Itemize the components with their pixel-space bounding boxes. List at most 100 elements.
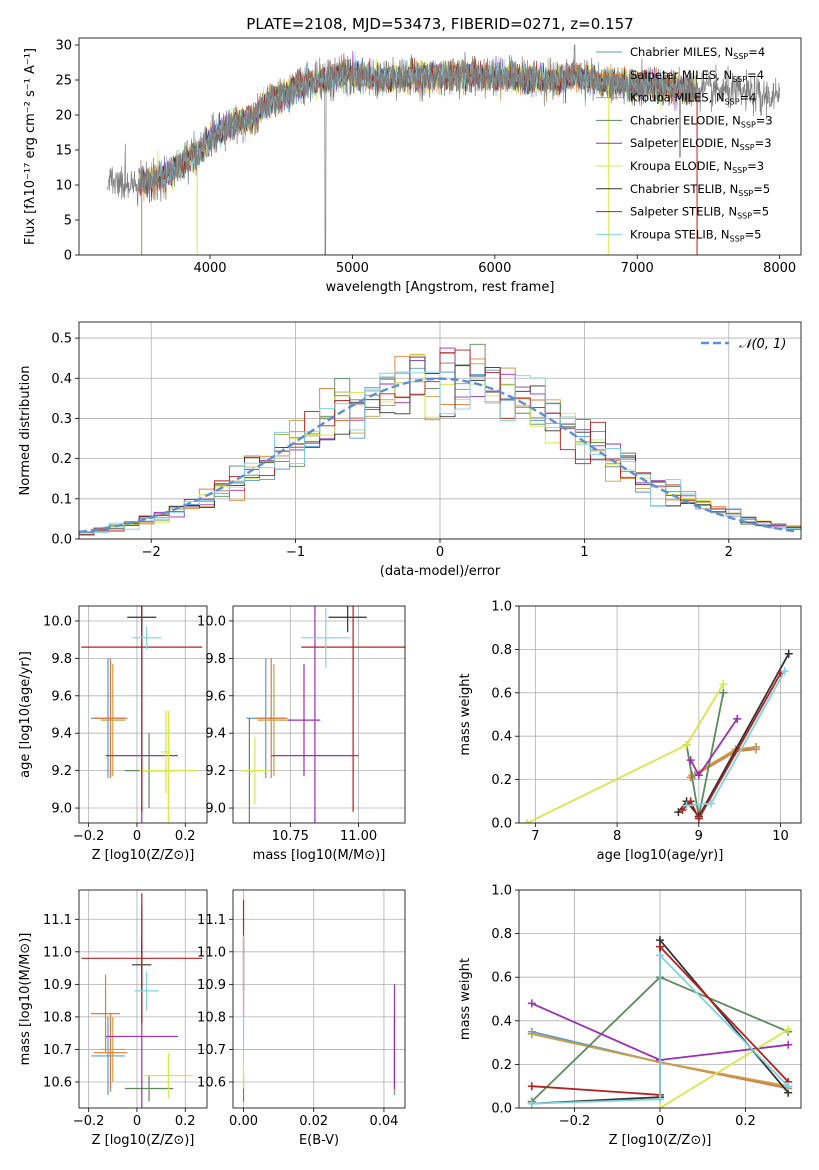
figure-title: PLATE=2108, MJD=53473, FIBERID=0271, z=0… xyxy=(246,15,633,33)
weight-marker xyxy=(656,942,664,951)
x-axis-label: age [log10(age/yr)] xyxy=(597,848,724,863)
legend-tail: =4 xyxy=(748,45,765,59)
legend-label-6: Chabrier STELIB, NSSP=5 xyxy=(630,182,770,198)
weight-marker xyxy=(682,801,691,810)
x-tick-label: 0.00 xyxy=(229,1114,258,1129)
legend-label-4: Salpeter ELODIE, NSSP=3 xyxy=(630,136,772,152)
legend-label-5: Kroupa ELODIE, NSSP=3 xyxy=(630,159,764,175)
legend-tail: =5 xyxy=(752,205,769,219)
y-tick-label: 9.0 xyxy=(51,802,72,817)
y-tick-label: 9.4 xyxy=(205,727,226,742)
legend-tail: =4 xyxy=(747,68,764,82)
y-tick-label: 0.0 xyxy=(491,817,512,832)
x-tick-label: 1 xyxy=(580,545,588,560)
x-tick-label: 5000 xyxy=(336,261,369,276)
y-tick-label: 0.6 xyxy=(491,686,512,701)
legend-tail: =5 xyxy=(745,227,762,241)
weight-marker xyxy=(707,799,716,808)
weight-marker xyxy=(719,688,728,697)
legend-subscript: SSP xyxy=(740,143,755,152)
panel-age-vs-Z: −0.2 0 0.2 9.0 9.2 9.4 9.6 9.8 10.0 Z [log10(Z/Z⊙… xyxy=(18,605,208,863)
x-tick-label: 11.00 xyxy=(340,829,377,844)
y-tick-label: 0 xyxy=(64,249,72,264)
y-tick-label: 0.6 xyxy=(491,971,512,986)
axes-frame xyxy=(518,605,802,824)
plot-area xyxy=(523,649,793,823)
y-tick-label: 9.0 xyxy=(205,802,226,817)
weight-marker xyxy=(686,756,695,765)
y-tick-label: 0.2 xyxy=(51,452,72,467)
legend-label-0: Chabrier MILES, NSSP=4 xyxy=(630,45,765,61)
weight-line xyxy=(531,953,789,1105)
y-tick-label: 11.1 xyxy=(197,913,226,928)
y-tick-label: 0.5 xyxy=(51,332,72,347)
plot-area xyxy=(242,899,396,1102)
legend-subscript: SSP xyxy=(732,166,747,175)
legend-label-3: Chabrier ELODIE, NSSP=3 xyxy=(630,113,773,129)
legend-tail: =3 xyxy=(747,159,764,173)
x-tick-label: 0.2 xyxy=(735,1114,756,1129)
weight-marker xyxy=(527,999,536,1008)
y-tick-label: 30 xyxy=(55,39,72,54)
y-tick-label: 15 xyxy=(55,144,72,159)
x-axis-label: E(B-V) xyxy=(299,1133,339,1148)
y-tick-label: 10.6 xyxy=(197,1075,226,1090)
x-tick-label: −1 xyxy=(286,545,305,560)
y-tick-label: 10 xyxy=(55,179,72,194)
x-tick-label: −0.2 xyxy=(559,1114,591,1129)
x-axis-label: Z [log10(Z/Z⊙)] xyxy=(92,1133,195,1148)
y-tick-label: 10.8 xyxy=(197,1010,226,1025)
weight-marker xyxy=(527,1082,536,1091)
legend-label-7: Salpeter STELIB, NSSP=5 xyxy=(630,205,769,221)
panel-residuals: −2 −1 0 1 2 0.0 0.1 0.2 0.3 0.4 0.5 (data-model)/er… xyxy=(18,321,802,579)
x-axis-label: wavelength [Angstrom, rest frame] xyxy=(326,280,555,295)
plot-area xyxy=(527,936,793,1108)
weight-marker xyxy=(527,1099,536,1108)
plot-area xyxy=(81,606,203,823)
y-tick-label: 9.6 xyxy=(51,689,72,704)
axes-frame xyxy=(78,605,208,824)
x-tick-label: 0.2 xyxy=(175,829,196,844)
x-tick-label: 0.02 xyxy=(299,1114,328,1129)
legend-label-2: Kroupa MILES, NSSP=4 xyxy=(630,91,756,107)
x-tick-label: 8000 xyxy=(763,261,796,276)
legend-subscript: SSP xyxy=(733,52,748,61)
x-tick-label: 0.2 xyxy=(175,1114,196,1129)
x-tick-label: 7 xyxy=(531,829,539,844)
y-axis-label: age [log10(age/yr)] xyxy=(18,651,33,778)
weight-marker xyxy=(523,819,532,823)
legend-tail: =5 xyxy=(753,182,770,196)
y-tick-label: 9.8 xyxy=(205,652,226,667)
y-axis-label: mass weight xyxy=(458,673,473,755)
y-tick-label: 25 xyxy=(55,74,72,89)
y-tick-label: 0.4 xyxy=(491,1014,512,1029)
y-tick-label: 11.0 xyxy=(43,945,72,960)
y-tick-label: 9.2 xyxy=(205,764,226,779)
legend-gaussian-label: 𝒩(0, 1) xyxy=(739,337,786,352)
plot-area xyxy=(241,606,405,823)
weight-marker xyxy=(694,814,703,823)
y-tick-label: 0.0 xyxy=(491,1102,512,1117)
weight-marker xyxy=(678,805,687,814)
weight-marker xyxy=(682,740,691,749)
weight-marker xyxy=(674,808,683,817)
legend-tail: =3 xyxy=(755,136,772,150)
y-tick-label: 9.8 xyxy=(51,652,72,667)
legend-label-8: Kroupa STELIB, NSSP=5 xyxy=(630,227,761,243)
x-axis-label: Z [log10(Z/Z⊙)] xyxy=(92,848,195,863)
x-axis-label: (data-model)/error xyxy=(380,564,501,579)
y-tick-label: 1.0 xyxy=(491,884,512,899)
y-axis-label: mass weight xyxy=(458,958,473,1040)
legend-subscript: SSP xyxy=(737,212,752,221)
y-tick-label: 9.4 xyxy=(51,727,72,742)
x-tick-label: 0 xyxy=(133,1114,141,1129)
weight-marker xyxy=(686,797,695,806)
y-tick-label: 11.0 xyxy=(197,945,226,960)
axes-frame xyxy=(78,37,802,256)
plot-area xyxy=(107,44,780,255)
x-tick-label: 10.75 xyxy=(272,829,309,844)
y-tick-label: 9.6 xyxy=(205,689,226,704)
weight-marker xyxy=(784,1040,793,1049)
y-tick-label: 10.0 xyxy=(43,614,72,629)
